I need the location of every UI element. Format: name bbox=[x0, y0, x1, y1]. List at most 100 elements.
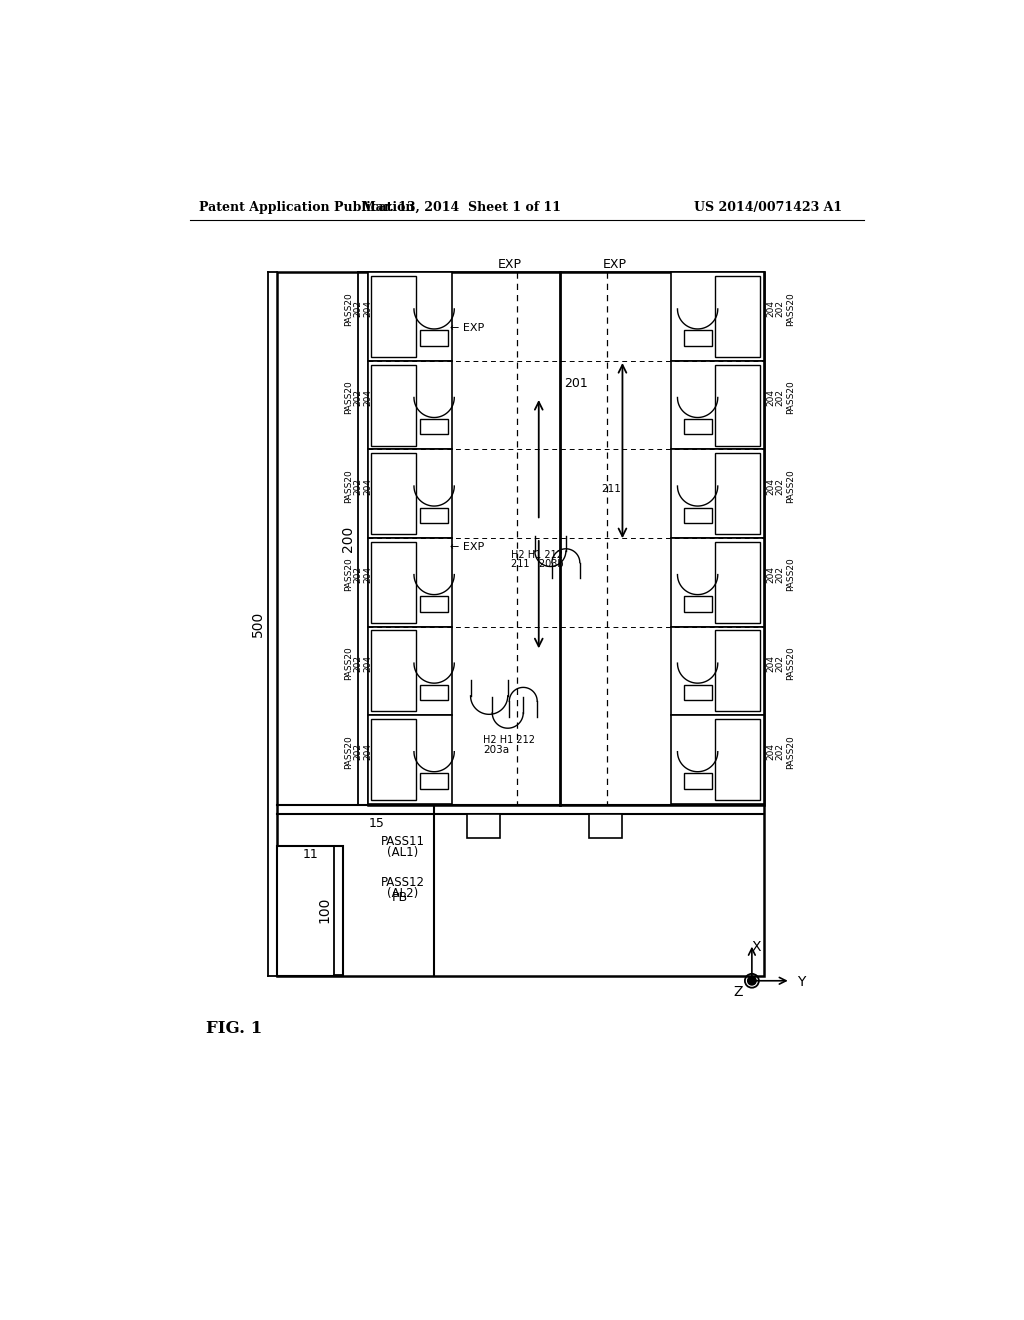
Text: 204: 204 bbox=[362, 566, 372, 583]
Bar bbox=[420, 685, 449, 700]
Bar bbox=[369, 539, 452, 627]
Bar bbox=[276, 846, 343, 977]
Bar bbox=[684, 774, 712, 788]
Bar bbox=[671, 360, 764, 449]
Text: 202: 202 bbox=[353, 389, 362, 407]
Text: 211: 211 bbox=[601, 484, 621, 495]
Text: 11: 11 bbox=[302, 847, 318, 861]
Text: (AL1): (AL1) bbox=[387, 846, 419, 859]
Text: US 2014/0071423 A1: US 2014/0071423 A1 bbox=[693, 201, 842, 214]
Text: 200: 200 bbox=[341, 525, 355, 552]
Bar bbox=[372, 541, 417, 623]
Bar bbox=[716, 541, 761, 623]
Text: ← EXP: ← EXP bbox=[451, 543, 484, 552]
Bar bbox=[716, 276, 761, 358]
Bar bbox=[369, 627, 452, 715]
Bar bbox=[671, 715, 764, 804]
Text: 204: 204 bbox=[362, 743, 372, 760]
Text: 202: 202 bbox=[775, 301, 784, 317]
Bar bbox=[372, 453, 417, 535]
Bar bbox=[420, 774, 449, 788]
Bar bbox=[671, 449, 764, 539]
Bar bbox=[684, 330, 712, 346]
Text: 202: 202 bbox=[775, 743, 784, 760]
Bar bbox=[716, 719, 761, 800]
Text: PASS20: PASS20 bbox=[344, 558, 353, 591]
Bar bbox=[467, 814, 500, 838]
Bar bbox=[420, 418, 449, 434]
Text: Y: Y bbox=[797, 975, 805, 989]
Text: 202: 202 bbox=[775, 478, 784, 495]
Text: PASS20: PASS20 bbox=[786, 735, 795, 768]
Bar bbox=[684, 597, 712, 611]
Bar bbox=[684, 418, 712, 434]
Text: 204: 204 bbox=[766, 301, 775, 317]
Text: 204: 204 bbox=[766, 655, 775, 672]
Text: PASS20: PASS20 bbox=[786, 292, 795, 326]
Text: PASS20: PASS20 bbox=[786, 380, 795, 414]
Text: 204: 204 bbox=[362, 301, 372, 317]
Bar bbox=[369, 715, 452, 804]
Text: PASS20: PASS20 bbox=[344, 647, 353, 680]
Text: 202: 202 bbox=[353, 743, 362, 760]
Text: X: X bbox=[752, 940, 761, 954]
Bar bbox=[671, 539, 764, 627]
Text: Z: Z bbox=[733, 985, 742, 998]
Text: ← EXP: ← EXP bbox=[451, 323, 484, 333]
Text: PASS20: PASS20 bbox=[344, 380, 353, 414]
Bar bbox=[684, 685, 712, 700]
Text: 500: 500 bbox=[251, 611, 265, 638]
Text: H2 H1 212: H2 H1 212 bbox=[483, 735, 535, 744]
Bar bbox=[372, 719, 417, 800]
Text: 202: 202 bbox=[775, 566, 784, 583]
Bar bbox=[420, 508, 449, 523]
Text: 204: 204 bbox=[362, 655, 372, 672]
Text: 204: 204 bbox=[766, 389, 775, 407]
Text: 202: 202 bbox=[353, 301, 362, 317]
Text: Mar. 13, 2014  Sheet 1 of 11: Mar. 13, 2014 Sheet 1 of 11 bbox=[361, 201, 561, 214]
Text: (AL2): (AL2) bbox=[387, 887, 419, 900]
Bar bbox=[420, 330, 449, 346]
Text: 15: 15 bbox=[369, 817, 384, 830]
Text: PASS20: PASS20 bbox=[786, 469, 795, 503]
Text: 202: 202 bbox=[353, 478, 362, 495]
Text: 211   203b: 211 203b bbox=[511, 560, 563, 569]
Text: 204: 204 bbox=[766, 566, 775, 583]
Text: PASS20: PASS20 bbox=[786, 647, 795, 680]
Text: PASS20: PASS20 bbox=[344, 735, 353, 768]
Bar bbox=[369, 272, 452, 360]
Text: 201: 201 bbox=[564, 376, 588, 389]
Bar bbox=[420, 597, 449, 611]
Text: 202: 202 bbox=[353, 566, 362, 583]
Bar bbox=[589, 814, 623, 838]
Text: 204: 204 bbox=[766, 478, 775, 495]
Text: EXP: EXP bbox=[498, 259, 521, 271]
Circle shape bbox=[748, 977, 756, 985]
Text: 203a: 203a bbox=[483, 744, 509, 755]
Text: H2 H1 212: H2 H1 212 bbox=[511, 550, 563, 560]
Bar bbox=[684, 508, 712, 523]
Bar bbox=[716, 364, 761, 446]
Bar bbox=[369, 272, 764, 805]
Text: 204: 204 bbox=[362, 478, 372, 495]
Text: PB: PB bbox=[391, 891, 408, 904]
Text: 202: 202 bbox=[353, 655, 362, 672]
Text: FIG. 1: FIG. 1 bbox=[206, 1020, 262, 1038]
Text: EXP: EXP bbox=[603, 259, 627, 271]
Text: 202: 202 bbox=[775, 655, 784, 672]
Text: Patent Application Publication: Patent Application Publication bbox=[200, 201, 415, 214]
Text: 202: 202 bbox=[775, 389, 784, 407]
Bar bbox=[372, 276, 417, 358]
Text: 100: 100 bbox=[317, 896, 332, 923]
Bar bbox=[372, 364, 417, 446]
Bar bbox=[369, 449, 452, 539]
Text: PASS20: PASS20 bbox=[344, 469, 353, 503]
Bar bbox=[372, 631, 417, 711]
Bar bbox=[276, 272, 764, 977]
Bar bbox=[671, 627, 764, 715]
Text: PASS20: PASS20 bbox=[344, 292, 353, 326]
Text: 204: 204 bbox=[362, 389, 372, 407]
Bar bbox=[716, 453, 761, 535]
Text: PASS12: PASS12 bbox=[381, 875, 425, 888]
Text: PASS20: PASS20 bbox=[786, 558, 795, 591]
